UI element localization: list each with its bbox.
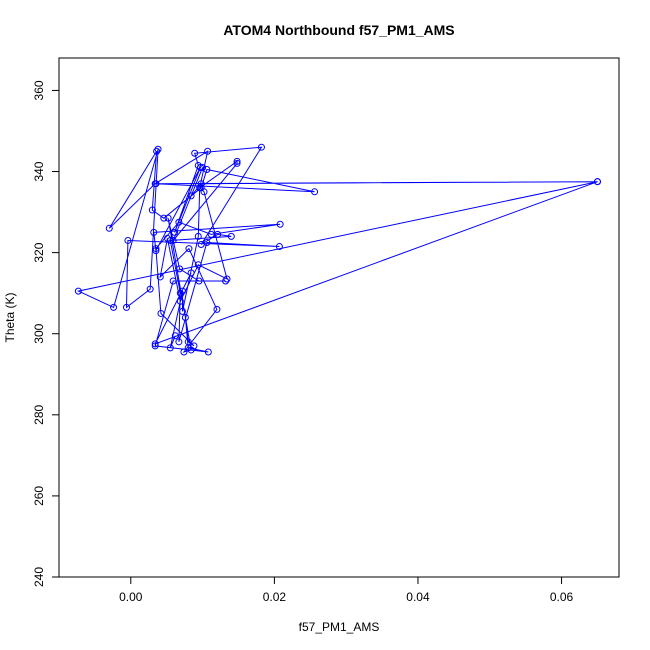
x-tick-label: 0.06 <box>550 590 574 604</box>
data-point <box>233 159 241 167</box>
data-point <box>152 247 160 255</box>
data-point <box>214 230 222 238</box>
chart-title: ATOM4 Northbound f57_PM1_AMS <box>223 22 454 38</box>
data-point <box>185 245 193 253</box>
data-point <box>110 303 118 311</box>
data-point <box>233 157 241 165</box>
y-axis-label: Theta (K) <box>3 292 17 342</box>
data-point <box>213 305 221 313</box>
data-point <box>164 214 172 222</box>
data-point <box>311 188 319 196</box>
data-point <box>175 218 183 226</box>
data-point <box>227 232 235 240</box>
data-point <box>74 287 82 295</box>
x-tick-label: 0.04 <box>406 590 430 604</box>
data-point <box>146 285 154 293</box>
data-point <box>180 348 188 356</box>
data-point <box>222 277 230 285</box>
data-point <box>257 143 265 151</box>
data-point <box>152 180 160 188</box>
y-tick-label: 360 <box>32 80 46 100</box>
data-point <box>194 161 202 169</box>
data-point <box>187 269 195 277</box>
data-point <box>166 236 174 244</box>
data-point <box>187 192 195 200</box>
data-point <box>176 265 184 273</box>
data-point <box>275 243 283 251</box>
data-point <box>122 303 130 311</box>
data-point <box>176 289 184 297</box>
y-tick-label: 260 <box>32 486 46 506</box>
data-point <box>151 342 159 350</box>
data-series <box>74 143 601 356</box>
x-tick-label: 0.00 <box>119 590 143 604</box>
data-point <box>276 220 284 228</box>
data-point <box>156 273 164 281</box>
data-point <box>203 238 211 246</box>
data-point <box>191 149 199 157</box>
data-point <box>150 228 158 236</box>
data-point <box>223 275 231 283</box>
data-point <box>154 145 162 153</box>
y-tick-label: 340 <box>32 161 46 181</box>
data-point <box>190 342 198 350</box>
data-point <box>171 228 179 236</box>
data-point <box>181 314 189 321</box>
data-point <box>152 245 160 253</box>
data-point <box>151 340 159 348</box>
data-point <box>178 307 186 315</box>
data-point <box>204 147 212 155</box>
data-point <box>124 236 132 244</box>
y-tick-label: 300 <box>32 323 46 343</box>
data-point <box>160 214 168 222</box>
data-point <box>199 163 207 171</box>
data-point <box>166 344 174 352</box>
data-point <box>178 287 186 295</box>
data-point <box>105 224 113 232</box>
x-axis-label: f57_PM1_AMS <box>299 620 380 634</box>
data-point <box>204 348 212 356</box>
y-tick-label: 240 <box>32 567 46 587</box>
data-point <box>176 297 184 305</box>
data-point <box>196 163 204 171</box>
x-axis: 0.00 0.02 0.04 0.06 <box>119 576 574 604</box>
data-point <box>593 178 601 186</box>
y-tick-label: 280 <box>32 404 46 424</box>
data-point <box>169 277 177 285</box>
data-point <box>171 332 179 340</box>
data-point <box>196 184 204 192</box>
data-point <box>194 232 202 240</box>
data-point <box>148 206 156 214</box>
data-point <box>195 277 203 285</box>
y-tick-label: 320 <box>32 242 46 262</box>
data-point <box>153 147 161 155</box>
data-point <box>184 338 192 346</box>
data-point <box>197 180 205 188</box>
data-point <box>203 166 211 174</box>
y-axis: 240 260 280 300 320 340 360 <box>32 80 60 587</box>
x-tick-label: 0.02 <box>263 590 287 604</box>
data-point <box>194 261 202 269</box>
data-point <box>157 309 165 317</box>
data-point <box>175 338 183 346</box>
data-point <box>200 188 208 196</box>
